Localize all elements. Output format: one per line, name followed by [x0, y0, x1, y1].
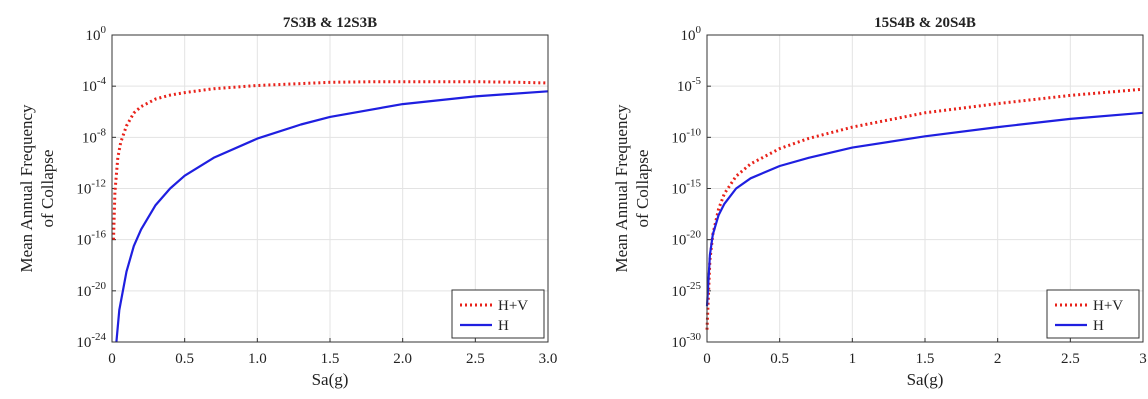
y-tick-label: 10-30 — [671, 331, 701, 351]
x-tick-label: 1 — [849, 351, 857, 367]
y-tick-label: 10-8 — [82, 126, 107, 146]
y-tick-label: 100 — [681, 24, 702, 44]
y-tick-label: 10-15 — [671, 178, 701, 198]
y-tick-label: 10-10 — [671, 126, 701, 146]
x-tick-label: 3 — [1139, 351, 1147, 367]
axes-frame — [111, 34, 549, 343]
y-tick-label: 10-5 — [677, 75, 702, 95]
y-tick-label: 10-4 — [82, 75, 107, 95]
x-tick-label: 3.0 — [539, 351, 558, 367]
x-tick-label: 1.5 — [321, 351, 340, 367]
series-line-hv — [705, 87, 1144, 330]
series-line-hv — [112, 80, 549, 240]
y-axis-label-line: of Collapse — [38, 150, 57, 228]
y-axis-label-line: Mean Annual Frequency — [612, 104, 631, 273]
y-tick-label: 10-20 — [76, 280, 106, 300]
legend-box — [1046, 289, 1140, 339]
legend-label-hv: H+V — [1093, 298, 1123, 314]
legend-label-h: H — [1093, 318, 1104, 334]
legend-box — [451, 289, 545, 339]
x-tick-label: 0 — [703, 351, 711, 367]
x-tick-label: 2.5 — [466, 351, 485, 367]
y-tick-label: 10-16 — [76, 229, 106, 249]
x-axis-label: Sa(g) — [312, 370, 349, 389]
legend-label-h: H — [498, 318, 509, 334]
x-axis-label: Sa(g) — [907, 370, 944, 389]
chart-panel-2: 0 0.5 1 1.5 2 2.5 3 10-30 10-25 10-20 10-15 10-10 10… — [612, 15, 1147, 389]
y-tick-label: 10-24 — [76, 331, 106, 351]
series-line-h — [705, 111, 1144, 307]
x-tick-label: 0.5 — [175, 351, 194, 367]
x-tick-label: 0.5 — [770, 351, 789, 367]
y-tick-label: 10-12 — [76, 178, 106, 198]
series-line-h — [115, 90, 549, 343]
chart-title: 7S3B & 12S3B — [283, 15, 377, 31]
chart-title: 15S4B & 20S4B — [874, 15, 976, 31]
x-tick-label: 0 — [108, 351, 116, 367]
axes-frame — [706, 34, 1144, 343]
x-tick-label: 1.0 — [248, 351, 267, 367]
x-tick-label: 1.5 — [916, 351, 935, 367]
legend-label-hv: H+V — [498, 298, 528, 314]
x-tick-label: 2.5 — [1061, 351, 1080, 367]
x-tick-label: 2.0 — [393, 351, 412, 367]
x-tick-label: 2 — [994, 351, 1002, 367]
y-tick-label: 10-20 — [671, 229, 701, 249]
y-tick-label: 10-25 — [671, 280, 701, 300]
y-axis-label-line: of Collapse — [633, 150, 652, 228]
y-axis-label-line: Mean Annual Frequency — [17, 104, 36, 273]
y-tick-label: 100 — [86, 24, 107, 44]
chart-panel-1: 0 0.5 1.0 1.5 2.0 2.5 3.0 10-24 10-20 10-16 10-12 1… — [17, 15, 557, 389]
